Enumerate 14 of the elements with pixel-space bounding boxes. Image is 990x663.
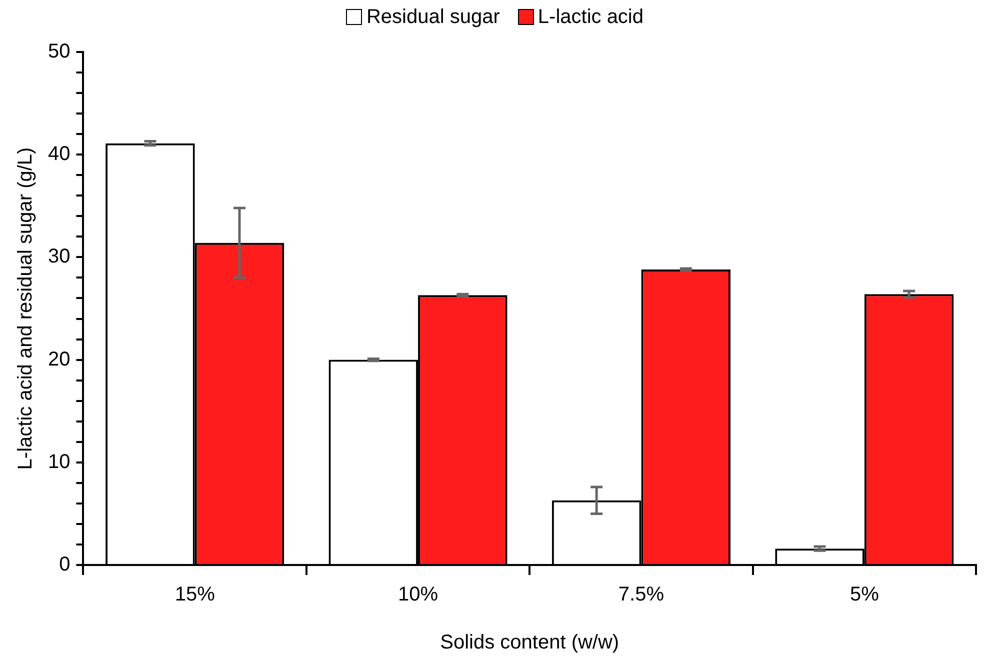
y-tick-label: 20 <box>48 348 70 370</box>
x-tick-label: 5% <box>850 584 880 606</box>
x-tick-label: 15% <box>174 584 216 606</box>
y-tick-label: 30 <box>48 246 70 268</box>
legend-label: Residual sugar <box>366 6 500 28</box>
x-axis-title: Solids content (w/w) <box>440 632 620 654</box>
y-tick-label: 10 <box>48 450 70 473</box>
y-tick-label: 0 <box>59 554 70 576</box>
legend-label: L-lactic acid <box>538 6 644 28</box>
x-tick-label: 10% <box>398 584 438 606</box>
y-axis-title: L-lactic acid and residual sugar (g/L) <box>14 147 37 470</box>
y-tick-label: 40 <box>48 143 70 166</box>
y-tick-label: 50 <box>48 40 70 63</box>
x-tick-label: 7.5% <box>618 584 664 606</box>
